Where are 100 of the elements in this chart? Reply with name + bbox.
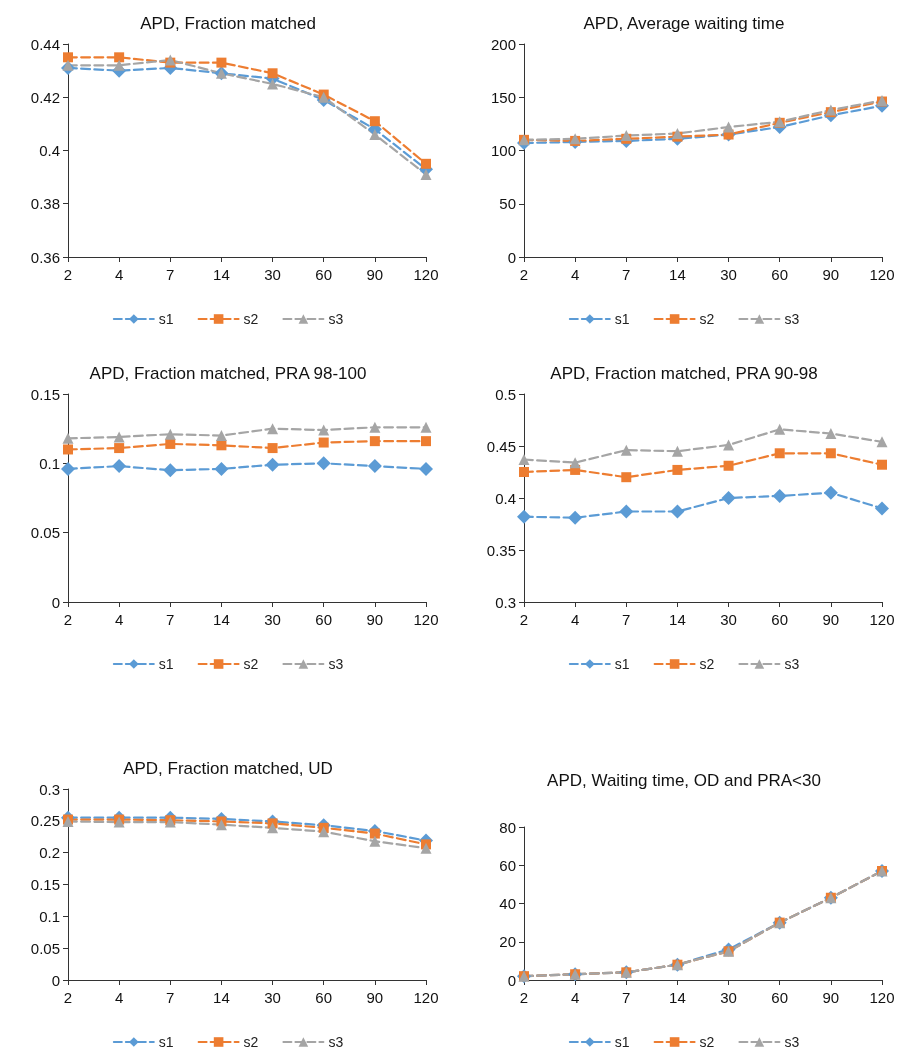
x-tick-label: 2: [63, 989, 73, 1006]
y-tick-label: 0.4: [39, 142, 60, 159]
y-tick-label: 0.25: [30, 812, 60, 830]
y-tick-label: 0.42: [30, 88, 60, 106]
legend-label: s2: [243, 1034, 259, 1050]
legend-label: s1: [158, 1034, 174, 1050]
x-tick-label: 60: [771, 611, 789, 628]
y-tick-label: 0.35: [486, 541, 516, 559]
y-tick-label: 0: [51, 593, 60, 611]
x-tick-label: 2: [519, 989, 529, 1006]
x-tick-label: 30: [720, 989, 737, 1006]
x-tick-label: 14: [213, 989, 230, 1006]
x-tick-label: 90: [822, 989, 840, 1006]
x-tick-label: 30: [264, 989, 281, 1006]
legend-label: s2: [699, 311, 715, 327]
y-tick-label: 0.1: [39, 907, 60, 925]
legend-label: s2: [243, 311, 259, 327]
legend-label: s3: [328, 311, 344, 327]
legend-label: s3: [784, 311, 800, 327]
y-tick-label: 0.36: [30, 248, 60, 266]
x-tick-label: 4: [570, 266, 580, 283]
chart-title: APD, Fraction matched, PRA 98-100: [89, 363, 367, 383]
x-tick-label: 14: [213, 266, 230, 283]
x-tick-label: 4: [114, 989, 124, 1006]
chart-title: APD, Fraction matched, PRA 90-98: [550, 363, 818, 383]
chart-title: APD, Waiting time, OD and PRA<30: [547, 770, 821, 790]
legend-label: s1: [158, 311, 174, 327]
x-tick-label: 90: [822, 266, 840, 283]
x-tick-label: 7: [622, 266, 631, 283]
x-tick-label: 120: [413, 611, 439, 628]
y-tick-label: 0.15: [30, 385, 60, 403]
y-tick-label: 0.15: [30, 876, 60, 893]
x-tick-label: 120: [869, 989, 895, 1006]
y-tick-label: 0: [51, 971, 60, 989]
x-tick-label: 14: [669, 266, 686, 283]
y-tick-label: 100: [490, 142, 516, 159]
x-tick-label: 30: [720, 611, 737, 628]
y-tick-label: 0.05: [30, 524, 60, 542]
x-tick-label: 90: [366, 266, 384, 283]
x-tick-label: 2: [63, 611, 73, 628]
legend-label: s3: [328, 1034, 344, 1050]
legend-label: s3: [784, 656, 800, 672]
legend-label: s1: [614, 656, 630, 672]
x-tick-label: 7: [166, 611, 175, 628]
x-tick-label: 7: [622, 989, 631, 1006]
y-tick-label: 150: [490, 88, 516, 106]
legend-label: s2: [699, 1034, 715, 1050]
x-tick-label: 7: [166, 989, 175, 1006]
y-tick-label: 0.05: [30, 939, 60, 957]
y-tick-label: 20: [499, 933, 516, 951]
x-tick-label: 7: [622, 611, 631, 628]
y-tick-label: 0: [507, 248, 516, 266]
legend-label: s3: [784, 1034, 800, 1050]
y-tick-label: 0.2: [39, 844, 60, 862]
chart-title: APD, Average waiting time: [583, 13, 785, 33]
x-tick-label: 14: [213, 611, 230, 628]
x-tick-label: 30: [264, 611, 281, 628]
x-tick-label: 120: [869, 266, 895, 283]
x-tick-label: 14: [669, 989, 686, 1006]
y-tick-label: 60: [499, 856, 516, 874]
x-tick-label: 90: [366, 989, 384, 1006]
y-tick-label: 0.3: [495, 593, 516, 611]
y-tick-label: 0.45: [486, 437, 516, 455]
chart-title: APD, Fraction matched, UD: [123, 758, 333, 778]
x-tick-label: 7: [166, 266, 175, 283]
x-tick-label: 60: [315, 989, 333, 1006]
legend-label: s1: [158, 656, 174, 672]
y-tick-label: 0.4: [495, 489, 516, 507]
y-tick-label: 0.44: [30, 35, 60, 53]
y-tick-label: 200: [490, 35, 516, 53]
x-tick-label: 90: [366, 611, 384, 628]
x-tick-label: 60: [771, 989, 789, 1006]
x-tick-label: 2: [63, 266, 73, 283]
y-tick-label: 0.3: [39, 780, 60, 798]
y-tick-label: 0.5: [495, 385, 516, 403]
x-tick-label: 120: [413, 989, 439, 1006]
y-tick-label: 40: [499, 895, 516, 912]
x-tick-label: 4: [114, 266, 124, 283]
legend-label: s1: [614, 1034, 630, 1050]
legend-label: s2: [243, 656, 259, 672]
x-tick-label: 14: [669, 611, 686, 628]
x-tick-label: 90: [822, 611, 840, 628]
x-tick-label: 4: [570, 989, 580, 1006]
x-tick-label: 4: [570, 611, 580, 628]
y-tick-label: 50: [499, 195, 516, 213]
legend-label: s3: [328, 656, 344, 672]
x-tick-label: 120: [413, 266, 439, 283]
y-tick-label: 0.1: [39, 454, 60, 472]
x-tick-label: 2: [519, 611, 529, 628]
y-tick-label: 80: [499, 818, 516, 836]
x-tick-label: 30: [720, 266, 737, 283]
x-tick-label: 4: [114, 611, 124, 628]
x-tick-label: 30: [264, 266, 281, 283]
x-tick-label: 60: [315, 266, 333, 283]
x-tick-label: 60: [771, 266, 789, 283]
y-tick-label: 0.38: [30, 195, 60, 213]
x-tick-label: 60: [315, 611, 333, 628]
x-tick-label: 120: [869, 611, 895, 628]
chart-title: APD, Fraction matched: [140, 13, 316, 33]
y-tick-label: 0: [507, 971, 516, 989]
